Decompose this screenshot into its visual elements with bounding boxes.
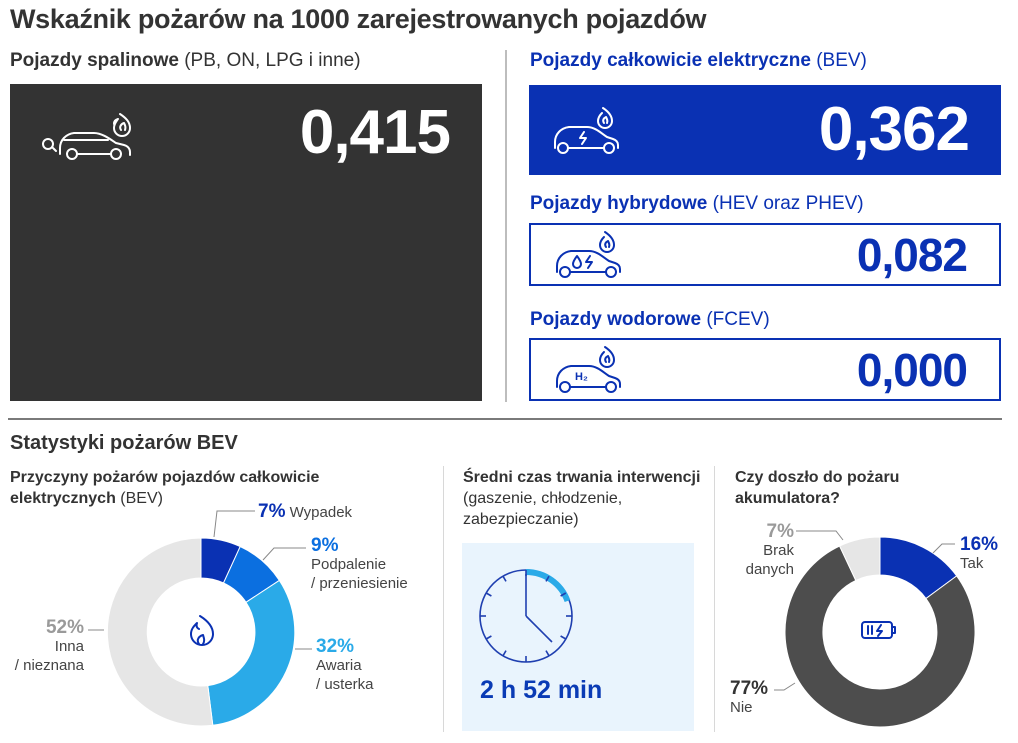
ice-label-bold: Pojazdy spalinowe — [10, 50, 179, 71]
causes-title-thin: (BEV) — [120, 490, 163, 507]
page-title: Wskaźnik pożarów na 1000 zarejestrowanyc… — [10, 4, 707, 34]
car-fire-hydrogen-icon: H₂ — [556, 345, 621, 393]
hybrid-value: 0,082 — [856, 228, 968, 281]
bev-label: Pojazdy całkowicie elektryczne (BEV) — [530, 50, 867, 72]
vertical-divider — [505, 50, 507, 402]
causes-annotation-accident: 7% Wypadek — [258, 501, 353, 522]
stats-divider-1 — [443, 466, 444, 732]
battery-annotation-nodata: 7% Brak danych — [745, 521, 794, 578]
horizontal-divider — [8, 418, 1002, 420]
hydrogen-label-thin: (FCEV) — [706, 309, 770, 330]
hydrogen-label-bold: Pojazdy wodorowe — [530, 309, 702, 330]
causes-title-bold: Przyczyny pożarów pojazdów całkowicie el… — [10, 469, 320, 507]
car-fire-electric-icon — [554, 107, 619, 154]
battery-title: Czy doszło do pożaru akumulatora? — [735, 469, 900, 507]
bev-card: 0,362 — [529, 85, 1001, 175]
hybrid-card: 0,082 — [529, 223, 1001, 286]
duration-box — [462, 543, 694, 731]
hybrid-label-thin: (HEV oraz PHEV) — [712, 193, 864, 214]
hybrid-label-bold: Pojazdy hybrydowe — [530, 193, 708, 214]
stats-section-title: Statystyki pożarów BEV — [10, 432, 238, 454]
bev-label-bold: Pojazdy całkowicie elektryczne — [530, 50, 811, 71]
battery-annotation-yes: 16% Tak — [960, 534, 999, 572]
hybrid-label: Pojazdy hybrydowe (HEV oraz PHEV) — [530, 193, 864, 215]
causes-annotation-other: 52% Inna / nieznana — [14, 617, 84, 674]
battery-charging-icon — [861, 621, 896, 639]
causes-annotation-failure: 32% Awaria / usterka — [316, 636, 374, 693]
battery-donut — [784, 536, 976, 728]
car-fire-hybrid-icon — [556, 230, 621, 278]
bev-value: 0,362 — [818, 95, 970, 164]
flame-icon — [190, 615, 214, 646]
duration-title-bold: Średni czas trwania interwencji — [463, 469, 701, 486]
duration-value: 2 h 52 min — [480, 676, 603, 704]
clock-icon — [479, 568, 573, 663]
stats-divider-2 — [714, 466, 715, 732]
causes-annotation-arson: 9% Podpalenie / przeniesienie — [311, 535, 408, 592]
hydrogen-card: H₂ 0,000 — [529, 338, 1001, 401]
car-fire-exhaust-icon — [42, 113, 131, 160]
duration-title: Średni czas trwania interwencji (gaszeni… — [463, 467, 703, 530]
ice-value: 0,415 — [299, 98, 451, 167]
ice-card: 0,415 — [10, 84, 482, 401]
svg-text:H₂: H₂ — [575, 371, 588, 383]
duration-title-thin: (gaszenie, chłodzenie, zabezpieczanie) — [463, 490, 623, 528]
bev-label-thin: (BEV) — [816, 50, 867, 71]
hydrogen-label: Pojazdy wodorowe (FCEV) — [530, 309, 770, 331]
hydrogen-value: 0,000 — [856, 343, 968, 396]
causes-title: Przyczyny pożarów pojazdów całkowicie el… — [10, 467, 410, 509]
ice-label: Pojazdy spalinowe (PB, ON, LPG i inne) — [10, 50, 361, 72]
ice-label-thin: (PB, ON, LPG i inne) — [184, 50, 361, 71]
causes-donut — [106, 537, 296, 727]
battery-annotation-no: 77% Nie — [730, 678, 769, 716]
